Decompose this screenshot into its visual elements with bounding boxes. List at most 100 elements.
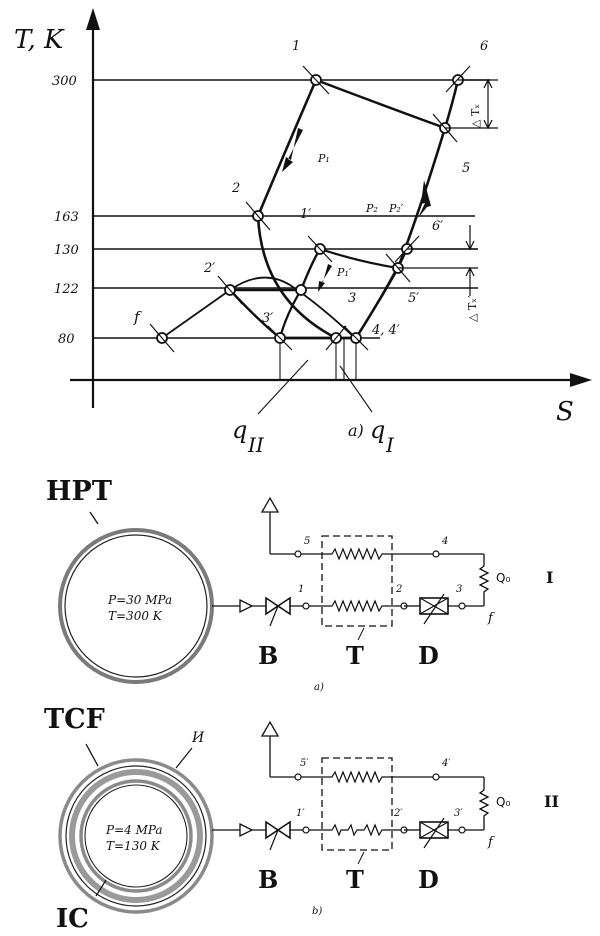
- vessel-b-pressure: P=4 MPa: [105, 823, 163, 837]
- exchanger-a-coil-top: [322, 549, 392, 559]
- vessel-b-insulation: И: [191, 730, 205, 746]
- dT-label-bottom: △ Tₓ′: [466, 295, 479, 322]
- label-qI-sub: I: [385, 433, 395, 457]
- arrow-b-in: [240, 824, 252, 836]
- curve-2s-3s: [280, 290, 301, 338]
- label-5: 5: [462, 161, 470, 176]
- label-44s: 4, 4′: [371, 323, 400, 338]
- node-a-1: [303, 603, 309, 609]
- load-b-label: Q₀: [496, 795, 510, 809]
- node-a-5: [295, 551, 301, 557]
- vessel-b-inner-label: IC: [56, 904, 89, 934]
- arrow-a-in: [240, 600, 252, 612]
- stage-b-label: II: [544, 792, 559, 811]
- tick-163: 163: [54, 210, 79, 225]
- node-b-1-label: 1′: [296, 808, 305, 819]
- vent-b-arrow: [262, 722, 278, 736]
- stage-a-label: I: [546, 568, 553, 587]
- f-b-label: f: [487, 835, 495, 850]
- curve-1-5: [316, 80, 445, 128]
- label-5s: 5′: [408, 291, 419, 306]
- label-P2s: P₂′: [388, 202, 404, 215]
- ts-diagram: T, K S 300 163 130 122 80: [14, 8, 592, 457]
- f-a-label: f: [487, 611, 495, 626]
- label-3s: 3′: [262, 311, 273, 326]
- insulation-b-leader: [176, 748, 192, 768]
- label-a-valve: B: [258, 641, 278, 670]
- load-a-coil: [480, 566, 488, 606]
- exchanger-a-coil-bottom: [310, 601, 404, 611]
- node-b-3: [459, 827, 465, 833]
- label-b-valve: B: [258, 865, 278, 894]
- label-qII-sub: II: [247, 433, 265, 457]
- label-P1: P₁: [317, 152, 330, 165]
- caption-b: b): [312, 906, 322, 917]
- vessel-a-temperature: T=300 K: [108, 609, 163, 623]
- load-b-coil: [480, 790, 488, 830]
- node-b-2-label: 2′: [393, 808, 403, 819]
- node-b-5-label: 5′: [300, 758, 309, 769]
- leader-a-exchanger: [358, 628, 364, 640]
- tick-80: 80: [58, 332, 75, 347]
- vessel-b-title: TCF: [44, 704, 105, 735]
- node-a-5-label: 5: [304, 536, 310, 547]
- exchanger-b-coil-bottom: [310, 825, 404, 835]
- curve-1-2-3: [258, 80, 336, 338]
- point-2line: [296, 285, 306, 295]
- node-b-4-label: 4′: [441, 758, 451, 769]
- throttle-b: [420, 818, 448, 848]
- vent-a-arrow: [262, 498, 278, 512]
- tick-300: 300: [52, 74, 77, 89]
- t-axis-arrow: [86, 8, 100, 30]
- load-a-label: Q₀: [496, 571, 510, 585]
- label-qI: q: [370, 416, 385, 444]
- leader-b-exchanger: [358, 852, 364, 864]
- vessel-a-leader: [90, 512, 98, 524]
- x-axis-label: S: [556, 397, 574, 427]
- tick-130: 130: [54, 243, 79, 258]
- y-axis-label: T, K: [14, 25, 65, 55]
- node-b-4: [433, 774, 439, 780]
- throttle-a: [420, 594, 448, 624]
- label-6s: 6′: [432, 219, 443, 234]
- tick-122: 122: [54, 282, 79, 297]
- node-a-4-label: 4: [441, 536, 448, 547]
- s-axis-arrow: [570, 373, 592, 387]
- dT-label-top: △ Tₓ: [469, 104, 482, 128]
- label-1: 1: [292, 39, 300, 54]
- node-b-5: [295, 774, 301, 780]
- node-a-3: [459, 603, 465, 609]
- label-b-exchanger: T: [346, 865, 364, 894]
- scheme-a: HPT P=30 MPa T=300 K 1 5 4 2: [46, 476, 553, 693]
- node-a-3-label: 3: [456, 584, 462, 595]
- valve-a: [266, 598, 290, 626]
- label-6: 6: [480, 39, 488, 54]
- exchanger-b-coil-top: [322, 772, 392, 782]
- label-a-throttle: D: [418, 641, 439, 670]
- node-a-4: [433, 551, 439, 557]
- valve-b: [266, 822, 290, 850]
- label-a-exchanger: T: [346, 641, 364, 670]
- curve-1s-5s: [320, 249, 398, 268]
- vessel-a-title: HPT: [46, 476, 112, 507]
- label-2: 2: [231, 181, 240, 196]
- label-qI-prefix: a): [348, 421, 364, 440]
- node-a-2-label: 2: [395, 584, 402, 595]
- label-3: 3: [348, 291, 356, 306]
- vessel-b-leader: [86, 744, 98, 766]
- exchanger-b-box: [322, 758, 392, 850]
- leader-qII: [258, 360, 308, 414]
- label-1s: 1′: [300, 207, 311, 222]
- label-qII: q: [232, 416, 247, 444]
- caption-a: a): [314, 682, 324, 693]
- vessel-b-temperature: T=130 K: [106, 839, 161, 853]
- node-b-3-label: 3′: [454, 808, 463, 819]
- scheme-b: TCF И P=4 MPa T=130 K IC 1′ 5′ 4′: [44, 704, 559, 934]
- arrow-up-p2: [418, 180, 431, 218]
- node-b-1: [303, 827, 309, 833]
- node-a-1-label: 1: [298, 584, 304, 595]
- label-P1s: P₁′: [336, 266, 352, 279]
- label-b-throttle: D: [418, 865, 439, 894]
- label-f: f: [133, 308, 142, 326]
